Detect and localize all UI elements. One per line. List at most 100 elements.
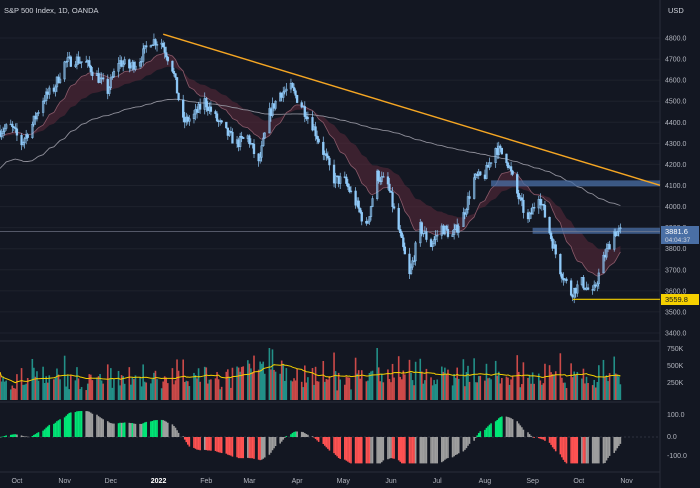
candle-body (237, 139, 240, 148)
oscillator-bar (26, 436, 29, 438)
candle-body (326, 155, 330, 159)
volume-bar (561, 377, 563, 400)
oscillator-bar (143, 422, 146, 437)
volume-bar (134, 375, 137, 400)
volume-bar (445, 374, 448, 400)
candle-body (206, 106, 209, 111)
oscillator-bar (347, 437, 349, 462)
oscillator-bar (102, 419, 104, 437)
candle-body (516, 174, 519, 194)
candle-body (354, 190, 357, 206)
oscillator-bar (467, 437, 469, 446)
oscillator-bar (327, 437, 329, 449)
volume-bar (607, 381, 609, 400)
volume-bar (128, 367, 131, 400)
volume-bar (220, 386, 223, 400)
oscillator-bar (350, 437, 352, 464)
candle-body (238, 136, 242, 148)
volume-bar (59, 379, 61, 400)
volume-bar (411, 380, 414, 400)
oscillator-bar (304, 433, 306, 437)
volume-bar (99, 374, 101, 400)
candle-body (456, 224, 459, 233)
candle-body (154, 39, 157, 46)
oscillator-bar (88, 411, 91, 437)
price-tick-label: 3800.0 (665, 246, 687, 253)
oscillator-bar (476, 435, 479, 437)
oscillator-bar (117, 423, 120, 437)
candle-body (248, 135, 251, 145)
oscillator-bar (544, 437, 546, 441)
oscillator-bar (604, 437, 606, 464)
volume-bar (110, 368, 112, 400)
candle-body (23, 138, 26, 143)
candle-body (576, 284, 579, 294)
volume-bar (573, 371, 575, 400)
oscillator-bar (550, 437, 552, 445)
oscillator-bar (379, 437, 382, 464)
price-tick-label: 3700.0 (665, 267, 687, 274)
candle-body (54, 86, 57, 92)
volume-bar (551, 374, 554, 400)
volume-bar (328, 376, 331, 400)
volume-bar (117, 370, 120, 400)
time-tick-label: Jul (433, 478, 442, 485)
candle-body (12, 126, 16, 129)
candle-body (37, 112, 40, 114)
time-tick-label: Nov (58, 478, 71, 485)
candle-body (549, 232, 553, 240)
volume-bar (0, 381, 3, 400)
volume-bar (322, 361, 325, 400)
oscillator-bar (371, 437, 374, 464)
candle-body (317, 138, 320, 143)
oscillator-bar (314, 437, 317, 439)
time-tick-label: Oct (11, 478, 22, 485)
volume-bar (594, 387, 597, 400)
oscillator-bar (368, 437, 371, 464)
volume-bar (34, 376, 37, 400)
candle-body (539, 199, 542, 206)
oscillator-bar (74, 412, 77, 437)
oscillator-bar (614, 437, 617, 451)
oscillator-bar (174, 427, 177, 437)
oscillator-bar (571, 437, 574, 464)
volume-bar (79, 389, 81, 400)
candle-body (129, 65, 132, 69)
candle-body (57, 76, 60, 83)
candle-body (452, 229, 456, 235)
volume-bar (462, 359, 465, 400)
candle-body (586, 287, 590, 290)
oscillator-bar (248, 437, 251, 459)
time-axis[interactable]: Oct Nov Dec 2022 Feb Mar Apr May Jun Jul Aug Sep Oct… (11, 478, 633, 485)
oscillator-bar (274, 437, 277, 447)
volume-bar (139, 377, 141, 400)
volume-bar (208, 379, 211, 400)
oscillator-bar (425, 437, 428, 464)
oscillator-bar (140, 423, 143, 437)
oscillator-bar (587, 437, 589, 464)
downtrend-line[interactable] (162, 33, 661, 187)
candle-body (31, 124, 34, 138)
oscillator-bar (162, 420, 164, 437)
candle-body (551, 238, 554, 249)
oscillator-bar (454, 437, 457, 455)
candle-body (511, 170, 514, 175)
candle-body (132, 61, 136, 70)
oscillator-bar (123, 422, 126, 437)
volume-bar (162, 381, 164, 400)
time-tick-label: Apr (292, 478, 304, 485)
price-axis[interactable]: 4800.0 4700.0 4600.0 4500.0 4400.0 4300.0 4200… (665, 36, 687, 338)
oscillator-bar (354, 437, 357, 464)
oscillator-bar (554, 437, 557, 452)
oscillator-bar (251, 437, 254, 459)
candle-body (565, 278, 568, 281)
volume-bar (584, 383, 586, 400)
volume-bar (311, 368, 314, 400)
volume-bar (300, 381, 303, 400)
volume-bar (248, 363, 251, 400)
volume-bar (143, 381, 146, 400)
oscillator-bar (605, 437, 608, 461)
oscillator-bar (391, 437, 394, 459)
candle-body (177, 92, 180, 101)
